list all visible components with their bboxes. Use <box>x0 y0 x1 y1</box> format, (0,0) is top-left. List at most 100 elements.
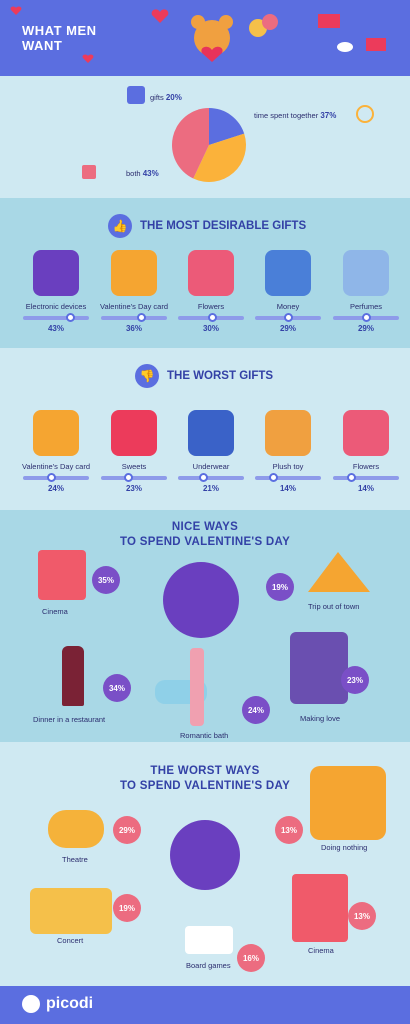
bouquet-icon <box>343 410 389 456</box>
gift-pct: 14% <box>357 484 374 493</box>
gift-bar-marker <box>124 473 133 482</box>
gift-label: Underwear <box>192 462 230 471</box>
gift-bar-marker <box>47 473 56 482</box>
envelope-icon <box>318 14 340 28</box>
nothing-label: Doing nothing <box>321 843 368 852</box>
gift-label: Flowers <box>197 302 225 311</box>
theatre-label: Theatre <box>62 855 88 864</box>
love-label: Making love <box>300 714 341 723</box>
gift-bar-track <box>178 313 244 322</box>
nice-ways-title: NICE WAYS TO SPEND VALENTINE'S DAY <box>119 521 291 548</box>
picodi-icon <box>22 995 40 1013</box>
cinema-worst-pct: 13% <box>348 902 376 930</box>
worst-ways-title: THE WORST WAYS TO SPEND VALENTINE'S DAY <box>119 765 291 792</box>
pie-slice-both <box>172 108 209 179</box>
gift-label: Money <box>276 302 300 311</box>
picodi-wordmark: picodi <box>46 995 94 1012</box>
gift-pct: 30% <box>202 324 219 333</box>
clock-heart-icon <box>356 105 374 123</box>
desirable-heading: 👍 THE MOST DESIRABLE GIFTS <box>108 214 306 238</box>
cinema-pct: 35% <box>92 566 120 594</box>
gift-bar-marker <box>137 313 146 322</box>
nothing-pct: 13% <box>275 816 303 844</box>
gift-box-icon <box>127 86 145 104</box>
theatre-masks-icon <box>48 810 104 848</box>
gift-label: Flowers <box>352 462 380 471</box>
balloons-icon <box>249 14 278 62</box>
heart-balloon-icon <box>151 9 169 23</box>
board-pct: 16% <box>237 944 265 972</box>
desirable-gifts-section: 👍 THE MOST DESIRABLE GIFTS Electronic de… <box>0 198 410 348</box>
gift-pct: 14% <box>279 484 296 493</box>
nice-ways-section: NICE WAYS TO SPEND VALENTINE'S DAY 35% C… <box>0 510 410 742</box>
perfume-bottle-icon <box>343 250 389 296</box>
worst-ways-section: THE WORST WAYS TO SPEND VALENTINE'S DAY … <box>0 742 410 986</box>
gift-item: Valentine's Day card 36% <box>95 250 173 333</box>
gift-bar-track <box>178 473 244 482</box>
gift-label: Perfumes <box>349 302 383 311</box>
desirable-title: THE MOST DESIRABLE GIFTS <box>140 220 307 232</box>
bouquet-icon <box>188 250 234 296</box>
lollipop-candy-icon <box>111 410 157 456</box>
worst-gifts-title: THE WORST GIFTS <box>167 370 274 382</box>
gift-bar-track <box>255 313 321 322</box>
gift-label: Electronic devices <box>25 302 87 311</box>
pie-label-both: both 43% <box>126 169 159 178</box>
thumbs-down-icon: 👎 <box>135 364 159 388</box>
gift-label: Sweets <box>121 462 147 471</box>
gift-item: Sweets 23% <box>95 410 173 493</box>
doves-icon <box>337 42 353 52</box>
gift-bar-marker <box>284 313 293 322</box>
gift-bar-marker <box>362 313 371 322</box>
heart-icon <box>82 54 94 63</box>
gift-bar-track <box>101 313 167 322</box>
gift-item: Valentine's Day card 24% <box>17 410 95 493</box>
dinner-pct: 34% <box>103 674 131 702</box>
gift-pct: 24% <box>47 484 64 493</box>
pie-slice-time-spent-together <box>193 133 246 182</box>
preference-pie-chart <box>172 108 246 182</box>
teddy-bear-icon <box>265 410 311 456</box>
gift-bar-track <box>101 473 167 482</box>
gift-label: Valentine's Day card <box>22 462 90 471</box>
gift-bar-marker <box>199 473 208 482</box>
thumbs-up-icon: 👍 <box>108 214 132 238</box>
man-portrait <box>163 562 239 638</box>
gift-plus-heart-icon <box>82 165 96 179</box>
couple-in-bed-icon <box>290 632 348 704</box>
tent-icon <box>308 552 370 592</box>
dinner-label: Dinner in a restaurant <box>33 715 106 724</box>
header-decorations <box>10 6 386 63</box>
man-portrait <box>170 820 240 890</box>
title-line-2: WANT <box>22 38 63 53</box>
cinema-worst-label: Cinema <box>308 946 334 955</box>
title-line-1: WHAT MEN <box>22 23 97 38</box>
gift-bar-track <box>333 473 399 482</box>
footer: picodi <box>0 986 410 1024</box>
gift-item: Flowers 30% <box>172 250 250 333</box>
gift-pct: 29% <box>279 324 296 333</box>
gift-bar-marker <box>347 473 356 482</box>
pie-label-time: time spent together 37% <box>254 111 337 120</box>
popcorn-icon <box>38 550 86 600</box>
heart-icon <box>10 6 22 15</box>
gift-pct: 36% <box>125 324 142 333</box>
gift-bar-track <box>23 473 89 482</box>
header-banner: WHAT MEN WANT <box>0 0 410 76</box>
theatre-pct: 29% <box>113 816 141 844</box>
gift-item: Perfumes 29% <box>327 250 405 333</box>
money-stack-icon <box>265 250 311 296</box>
concert-pct: 19% <box>113 894 141 922</box>
gift-bar-track <box>333 313 399 322</box>
card-envelope-icon <box>111 250 157 296</box>
worst-gifts-heading: 👎 THE WORST GIFTS <box>135 364 273 388</box>
envelope-icon <box>366 38 386 51</box>
gift-bar-marker <box>269 473 278 482</box>
gift-item: Money 29% <box>249 250 327 333</box>
gift-pct: 23% <box>125 484 142 493</box>
worst-gifts-section: 👎 THE WORST GIFTS Valentine's Day card 24… <box>0 348 410 510</box>
pie-section: gifts 20% time spent together 37% both 4… <box>0 76 410 198</box>
dice-icon <box>185 926 233 954</box>
bath-pct: 24% <box>242 696 270 724</box>
gift-bar-marker <box>208 313 217 322</box>
